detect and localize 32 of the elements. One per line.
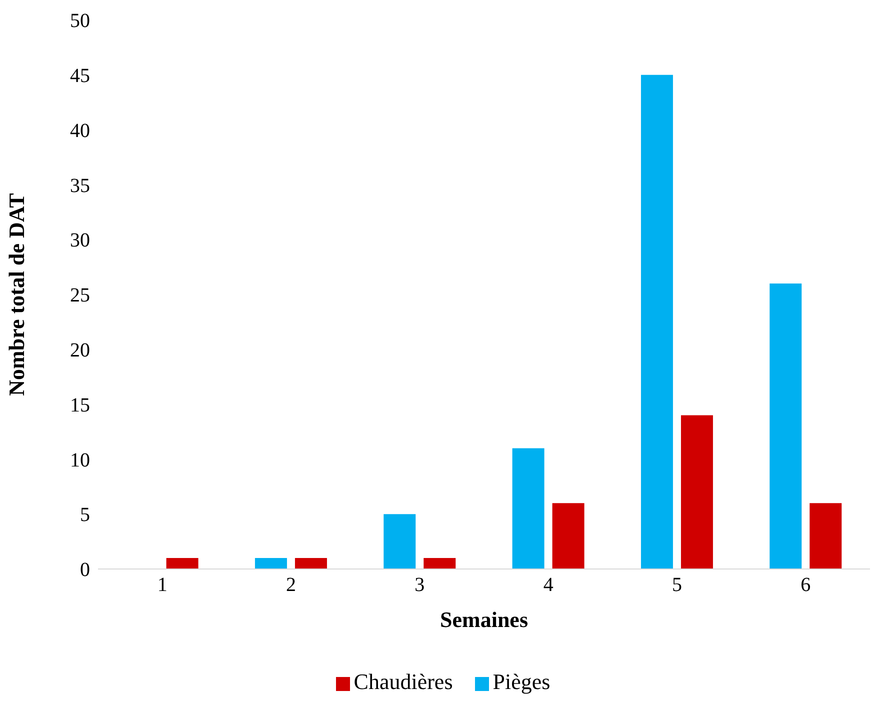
bar <box>770 284 802 569</box>
y-tick-label: 40 <box>70 120 90 142</box>
y-tick-label: 10 <box>70 449 90 472</box>
y-tick-label: 50 <box>70 10 90 32</box>
x-tick-label: 6 <box>800 574 811 596</box>
x-tick-label: 2 <box>286 574 296 596</box>
x-tick-label: 1 <box>157 574 168 596</box>
y-tick-label: 25 <box>70 284 90 307</box>
bar <box>254 558 287 569</box>
x-tick-label: 5 <box>672 574 682 596</box>
bar <box>680 415 713 569</box>
x-tick-label: 3 <box>414 574 425 596</box>
y-tick-label: 0 <box>80 559 90 582</box>
x-axis-title: Semaines <box>440 607 528 632</box>
bar <box>640 74 673 569</box>
y-tick-label: 20 <box>70 340 90 362</box>
bar <box>552 503 584 569</box>
y-tick-label: 30 <box>70 230 90 252</box>
bar <box>294 558 327 569</box>
y-tick-label: 45 <box>70 65 90 87</box>
y-tick-label: 5 <box>80 504 90 526</box>
y-tick-label: 15 <box>70 394 90 416</box>
bar <box>810 503 842 569</box>
x-tick-label: 4 <box>543 574 554 596</box>
legend-label: Chaudières <box>354 669 453 694</box>
bar <box>384 514 416 569</box>
bar <box>512 448 544 569</box>
bar <box>424 558 456 569</box>
legend-label: Pièges <box>492 669 550 694</box>
y-axis-title: Nombre total de DAT <box>4 192 29 396</box>
bar <box>166 558 198 569</box>
y-tick-label: 35 <box>70 174 90 197</box>
